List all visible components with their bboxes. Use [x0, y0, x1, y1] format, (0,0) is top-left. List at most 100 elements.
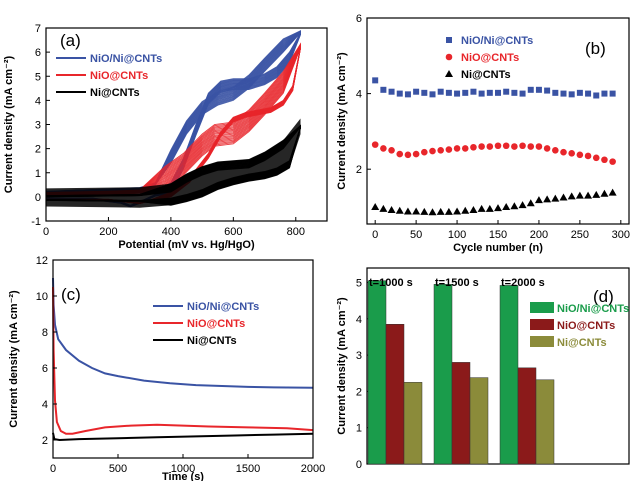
- legend-label-d: Ni@CNTs: [557, 337, 607, 349]
- y-axis-label-b: Current density (mA cm⁻²): [336, 52, 348, 190]
- bar-nio-ni-cnts: [433, 284, 453, 465]
- data-point-nio-ni-cnts: [454, 90, 461, 97]
- category-label-d: t=1500 s: [435, 277, 479, 289]
- data-point-nio-cnts: [609, 158, 616, 165]
- data-point-nio-cnts: [535, 143, 543, 150]
- data-point-nio-cnts: [421, 148, 428, 156]
- x-tick-label-c: 0: [50, 463, 56, 475]
- legend-label-b: Ni@CNTs: [461, 69, 511, 81]
- y-tick-label-b: 2: [356, 164, 362, 176]
- x-tick-label-b: 0: [372, 229, 378, 241]
- panel-c: 0 500 1000 1500 2000 2 4 6 8 10 12 Time (s) Current …: [8, 255, 325, 481]
- data-point-ni-cnts: [412, 207, 421, 215]
- data-point-nio-ni-cnts: [503, 88, 510, 95]
- data-point-nio-ni-cnts: [527, 86, 534, 93]
- y-tick-label-a: 1: [35, 168, 41, 180]
- y-tick-label-c: 12: [36, 255, 48, 267]
- data-point-nio-cnts: [486, 143, 494, 150]
- data-point-ni-cnts: [494, 204, 502, 212]
- x-tick-label-c: 1000: [171, 463, 195, 475]
- y-axis-label-a: Current density (mA cm⁻²): [3, 55, 15, 193]
- x-tick-label-c: 1500: [236, 463, 260, 475]
- y-axis-label-c: Current density (mA cm⁻²): [8, 290, 20, 428]
- y-tick-label-b: 6: [356, 13, 362, 25]
- data-point-ni-cnts: [477, 204, 486, 212]
- data-point-nio-ni-cnts: [560, 90, 567, 97]
- data-point-ni-cnts: [453, 207, 462, 215]
- data-point-nio-cnts: [380, 145, 387, 152]
- data-point-nio-cnts: [519, 142, 526, 150]
- plot-frame-d: [366, 267, 630, 465]
- x-tick-label-a: 600: [224, 226, 242, 238]
- data-point-ni-cnts: [518, 201, 527, 209]
- data-point-nio-cnts: [584, 152, 592, 160]
- data-point-nio-ni-cnts: [576, 89, 583, 96]
- data-point-nio-ni-cnts: [544, 87, 551, 94]
- data-point-ni-cnts: [608, 188, 617, 196]
- data-point-nio-ni-cnts: [470, 88, 477, 95]
- data-point-ni-cnts: [485, 204, 494, 212]
- x-tick-label-b: 300: [612, 229, 630, 241]
- data-point-nio-cnts: [396, 150, 404, 158]
- data-point-ni-cnts: [567, 192, 576, 200]
- bar-ni-cnts: [403, 382, 423, 465]
- data-point-ni-cnts: [444, 207, 453, 215]
- data-point-ni-cnts: [510, 202, 519, 210]
- data-point-nio-cnts: [576, 151, 584, 159]
- y-tick-label-d: 5: [356, 278, 362, 290]
- legend-label-a: Ni@CNTs: [90, 87, 140, 99]
- y-tick-label-a: 6: [35, 47, 41, 59]
- data-point-nio-cnts: [527, 143, 535, 150]
- y-tick-label-c: 6: [42, 363, 48, 375]
- data-point-nio-ni-cnts: [609, 90, 616, 97]
- data-point-nio-cnts: [412, 150, 420, 158]
- bar-nio-cnts: [451, 362, 471, 465]
- x-axis-label-a: Potential (mV vs. Hg/HgO): [118, 239, 255, 251]
- data-point-ni-cnts: [543, 195, 552, 203]
- legend-label-c: Ni@CNTs: [187, 335, 237, 347]
- data-point-nio-ni-cnts: [372, 77, 379, 84]
- data-point-nio-cnts: [453, 145, 461, 152]
- data-point-nio-cnts: [437, 146, 444, 154]
- data-point-ni-cnts: [395, 206, 404, 214]
- data-point-nio-ni-cnts: [568, 91, 575, 98]
- y-tick-label-a: 2: [35, 144, 41, 156]
- data-point-nio-ni-cnts: [388, 88, 395, 95]
- y-tick-label-c: 4: [42, 399, 48, 411]
- bar-ni-cnts: [535, 379, 555, 465]
- legend-label-d: NiO@CNTs: [557, 320, 615, 332]
- data-point-nio-ni-cnts: [421, 89, 428, 96]
- y-tick-label-d: 4: [356, 314, 362, 326]
- y-tick-label-d: 2: [356, 386, 362, 398]
- legend-label-c: NiO/Ni@CNTs: [187, 301, 259, 313]
- data-point-ni-cnts: [575, 191, 584, 199]
- data-point-nio-ni-cnts: [437, 88, 444, 95]
- data-point-nio-cnts: [560, 148, 567, 156]
- data-point-nio-cnts: [494, 142, 502, 150]
- panel-label-d: (d): [593, 287, 614, 306]
- data-point-nio-cnts: [592, 154, 600, 162]
- panel-d: 0 1 2 3 4 5 Current density (mA cm⁻²) t=1000 s t…: [336, 267, 630, 471]
- legend-label-a: NiO/Ni@CNTs: [90, 53, 162, 65]
- data-point-ni-cnts: [379, 204, 388, 212]
- data-point-nio-cnts: [511, 143, 518, 150]
- y-tick-label-c: 10: [36, 291, 48, 303]
- y-tick-label-a: 0: [35, 192, 41, 204]
- data-point-nio-cnts: [568, 150, 575, 157]
- y-tick-label-d: 3: [356, 350, 362, 362]
- legend-swatch-d: [530, 319, 554, 330]
- data-point-nio-cnts: [445, 146, 453, 153]
- data-point-nio-ni-cnts: [535, 86, 542, 93]
- bar-nio-ni-cnts: [499, 285, 519, 465]
- data-point-ni-cnts: [469, 206, 478, 214]
- y-tick-label-a: 5: [35, 71, 41, 83]
- data-point-ni-cnts: [387, 206, 396, 214]
- data-point-nio-ni-cnts: [429, 91, 436, 98]
- data-point-nio-ni-cnts: [495, 89, 501, 96]
- data-point-ni-cnts: [403, 207, 412, 215]
- legend-label-c: NiO@CNTs: [187, 318, 245, 330]
- panel-label-a: (a): [60, 31, 81, 50]
- data-point-nio-ni-cnts: [601, 90, 608, 97]
- data-point-ni-cnts: [592, 190, 601, 198]
